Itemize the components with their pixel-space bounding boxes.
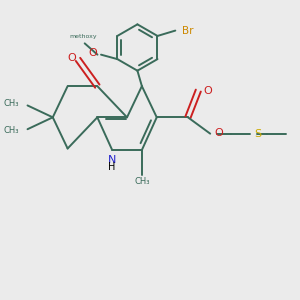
Text: O: O: [204, 85, 212, 96]
Text: CH₃: CH₃: [4, 100, 19, 109]
Text: CH₃: CH₃: [4, 126, 19, 135]
Text: S: S: [254, 129, 261, 139]
Text: Br: Br: [182, 26, 193, 36]
Text: O: O: [89, 48, 98, 58]
Text: N: N: [108, 154, 116, 164]
Text: O: O: [215, 128, 224, 138]
Text: methoxy: methoxy: [69, 34, 97, 39]
Text: H: H: [109, 162, 116, 172]
Text: CH₃: CH₃: [134, 177, 150, 186]
Text: O: O: [67, 53, 76, 63]
